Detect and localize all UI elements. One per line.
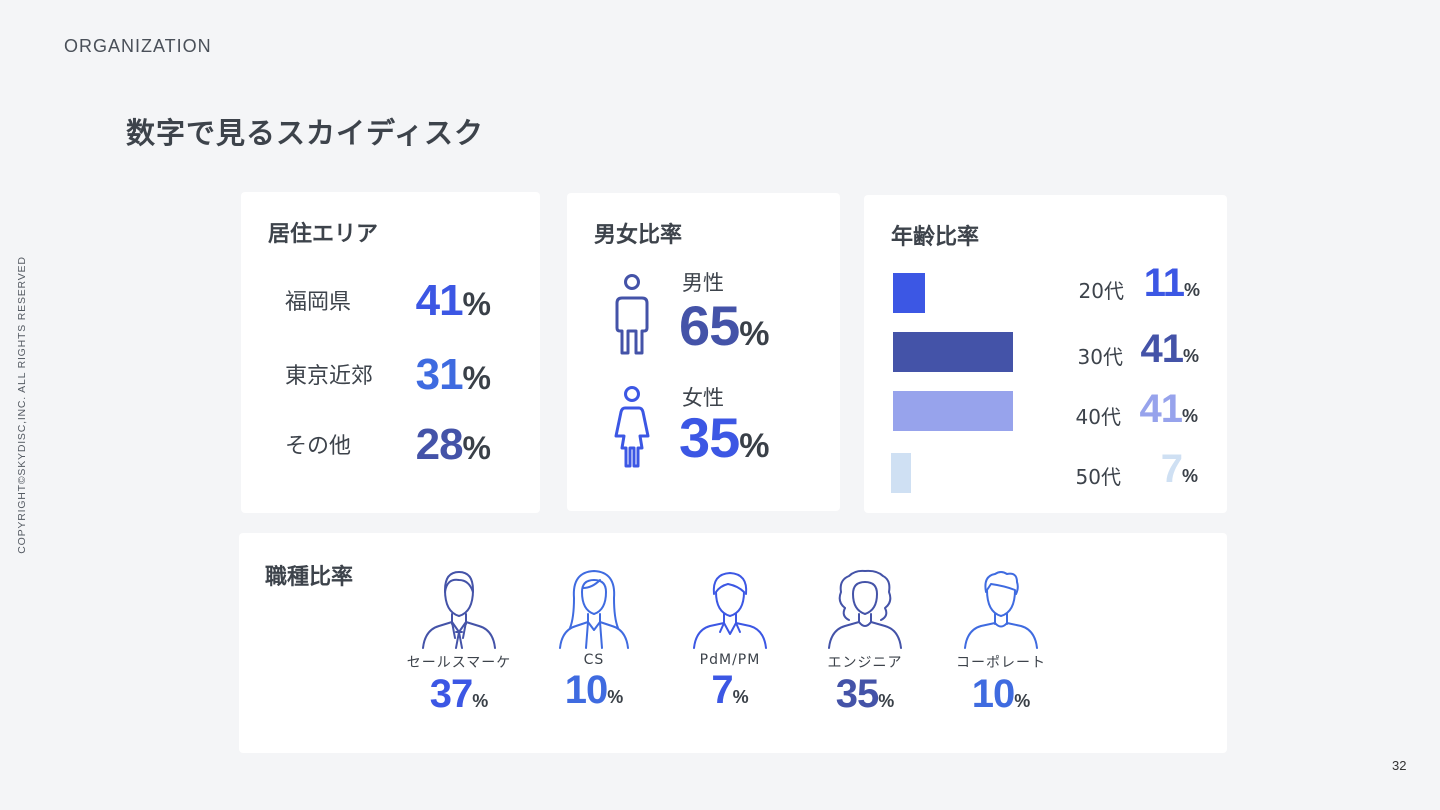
job-label: PdM/PM: [699, 652, 761, 668]
percent-sign: %: [1181, 466, 1198, 486]
residence-number: 28: [415, 420, 464, 469]
businessman-icon: [422, 571, 496, 649]
copyright-notice: COPYRIGHT©SKYDISC,INC. ALL RIGHTS RESERV…: [16, 256, 28, 554]
residence-card: 居住エリア 福岡県 41% 東京近郊 31% その他 28%: [241, 192, 540, 513]
male-number: 65: [679, 294, 740, 357]
job-item: エンジニア 35%: [800, 568, 930, 717]
age-bar: [893, 332, 1013, 372]
job-value: 10%: [936, 672, 1066, 717]
residence-label: その他: [285, 434, 352, 459]
age-bar: [893, 391, 1013, 431]
age-value: 41%: [1079, 327, 1199, 372]
age-title: 年齢比率: [891, 225, 980, 250]
job-item: セールスマーケ 37%: [394, 568, 524, 717]
man-icon: [693, 572, 767, 649]
residence-value: 28%: [341, 420, 491, 470]
job-item: CS 10%: [529, 568, 659, 713]
percent-sign: %: [739, 427, 770, 465]
residence-label: 東京近郊: [285, 364, 374, 389]
job-value: 35%: [800, 672, 930, 717]
percent-sign: %: [1014, 691, 1031, 711]
percent-sign: %: [878, 691, 895, 711]
age-bar: [893, 273, 925, 313]
job-value: 7%: [665, 668, 795, 713]
female-value: 35%: [679, 405, 770, 470]
percent-sign: %: [462, 286, 491, 322]
female-label: 女性: [682, 386, 724, 410]
job-label: エンジニア: [827, 655, 903, 671]
job-number: 37: [429, 672, 473, 716]
gender-title: 男女比率: [594, 223, 683, 248]
residence-value: 31%: [341, 350, 491, 400]
page-title: 数字で見るスカイディスク: [126, 116, 484, 150]
age-number: 41: [1140, 327, 1183, 371]
percent-sign: %: [732, 687, 749, 707]
job-number: 35: [835, 672, 879, 716]
percent-sign: %: [472, 691, 489, 711]
job-item: コーポレート 10%: [936, 568, 1066, 717]
age-number: 41: [1139, 387, 1182, 431]
page-number: 32: [1392, 758, 1407, 773]
age-value: 7%: [1078, 447, 1198, 492]
jobs-card: 職種比率 セールスマーケ 37% CS 10%: [239, 533, 1227, 753]
age-label: 50代: [1075, 465, 1121, 489]
female-number: 35: [679, 406, 740, 469]
residence-label: 福岡県: [285, 290, 352, 315]
section-label: ORGANIZATION: [64, 36, 212, 56]
age-card: 年齢比率 20代 11% 30代 41% 40代 41% 50代 7%: [864, 195, 1227, 513]
age-value: 11%: [1080, 261, 1200, 306]
percent-sign: %: [462, 360, 491, 396]
man-short-hair-icon: [964, 571, 1038, 649]
age-number: 7: [1160, 447, 1183, 491]
percent-sign: %: [1183, 280, 1200, 300]
male-value: 65%: [679, 293, 770, 358]
woman-curly-hair-icon: [828, 569, 902, 649]
percent-sign: %: [1182, 346, 1199, 366]
female-icon: [614, 386, 650, 468]
residence-value: 41%: [341, 276, 491, 326]
percent-sign: %: [462, 430, 491, 466]
job-value: 10%: [529, 668, 659, 713]
male-icon: [615, 274, 649, 355]
age-number: 11: [1143, 261, 1185, 305]
residence-title: 居住エリア: [268, 222, 379, 247]
job-item: PdM/PM 7%: [665, 568, 795, 713]
job-label: CS: [583, 652, 605, 668]
male-label: 男性: [682, 271, 724, 295]
age-label: 30代: [1077, 345, 1123, 369]
job-number: 7: [711, 668, 733, 712]
percent-sign: %: [1181, 406, 1198, 426]
percent-sign: %: [607, 687, 624, 707]
job-value: 37%: [394, 672, 524, 717]
woman-long-hair-icon: [559, 570, 629, 649]
age-value: 41%: [1078, 387, 1198, 432]
jobs-title: 職種比率: [265, 565, 354, 590]
residence-number: 31: [415, 350, 464, 399]
residence-number: 41: [415, 276, 464, 325]
gender-card: 男女比率 男性 65% 女性 35%: [567, 193, 840, 511]
age-label: 40代: [1075, 405, 1121, 429]
job-label: セールスマーケ: [406, 655, 512, 671]
job-number: 10: [564, 668, 608, 712]
job-number: 10: [971, 672, 1015, 716]
age-label: 20代: [1078, 279, 1124, 303]
percent-sign: %: [739, 315, 770, 353]
age-bar: [891, 453, 911, 493]
job-label: コーポレート: [956, 655, 1046, 671]
